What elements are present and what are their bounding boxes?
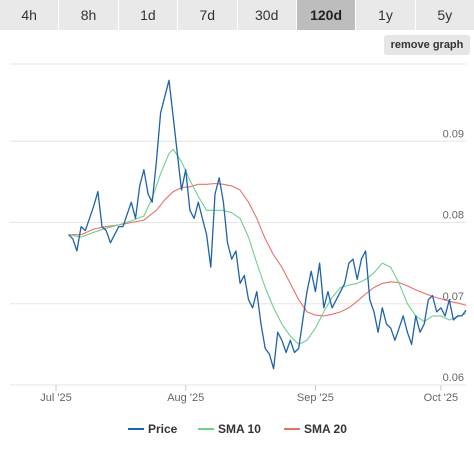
series-line-sma-10 (68, 148, 467, 345)
tab-5y[interactable]: 5y (415, 0, 474, 30)
tab-120d[interactable]: 120d (296, 0, 357, 30)
tab-4h[interactable]: 4h (0, 0, 60, 30)
y-tick-label: 0.09 (443, 128, 464, 140)
timeframe-tabs: 4h 8h 1d 7d 30d 120d 1y 5y (0, 0, 474, 30)
chart-legend: Price SMA 10 SMA 20 (128, 422, 347, 436)
x-tick-label: Oct '25 (424, 392, 459, 404)
x-tick-label: Sep '25 (297, 392, 334, 404)
y-tick-label: 0.07 (443, 291, 464, 303)
x-tick-label: Aug '25 (167, 392, 204, 404)
tab-1y[interactable]: 1y (356, 0, 416, 30)
y-tick-label: 0.06 (443, 372, 464, 384)
y-tick-label: 0.08 (443, 210, 464, 222)
tab-8h[interactable]: 8h (59, 0, 119, 30)
tab-1d[interactable]: 1d (118, 0, 179, 30)
tab-30d[interactable]: 30d (237, 0, 297, 30)
y-axis-ticks: 0.06 0.07 0.08 0.09 (443, 128, 464, 384)
tab-7d[interactable]: 7d (178, 0, 238, 30)
x-axis-ticks: Jul '25 Aug '25 Sep '25 Oct '25 (40, 385, 458, 404)
legend-label[interactable]: SMA 20 (304, 422, 347, 436)
chart-lines (68, 79, 467, 370)
x-tick-label: Jul '25 (40, 392, 71, 404)
remove-graph-button[interactable]: remove graph (384, 35, 470, 55)
chart-grid (10, 63, 466, 386)
legend-label[interactable]: Price (148, 422, 178, 436)
series-line-price (68, 79, 467, 370)
series-line-sma-20 (68, 182, 467, 317)
legend-label[interactable]: SMA 10 (218, 422, 261, 436)
